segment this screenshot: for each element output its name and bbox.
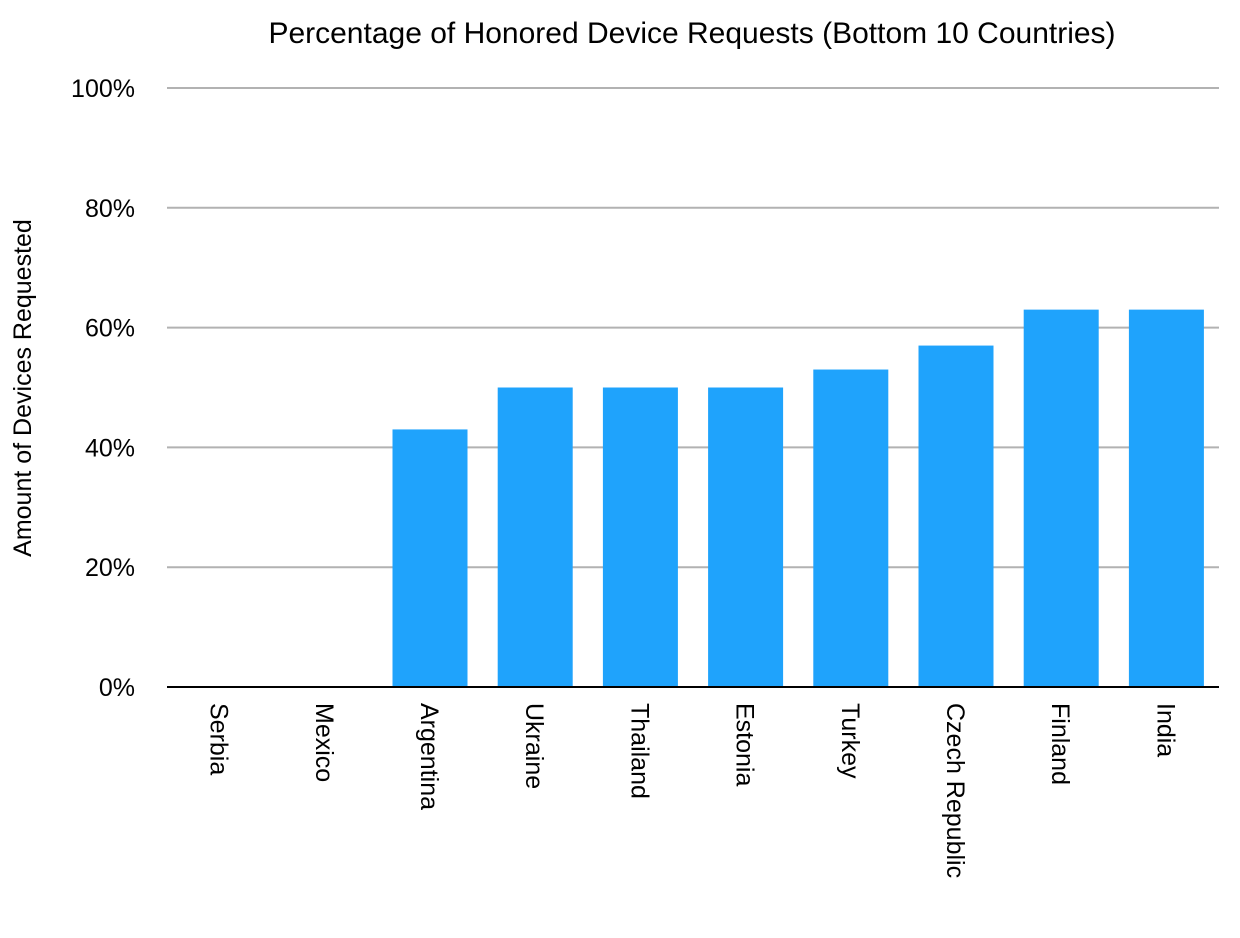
x-tick-label: India: [1151, 703, 1179, 757]
bar-estonia: [708, 387, 784, 687]
bar-argentina: [392, 429, 468, 687]
x-tick-label: Mexico: [310, 703, 338, 782]
x-axis-labels: Serbia Mexico Argentina Ukraine Thailand Esto…: [205, 703, 1180, 878]
y-tick-label: 20%: [85, 554, 135, 582]
bar-turkey: [813, 369, 889, 687]
y-axis-title: Amount of Devices Requested: [9, 219, 37, 557]
y-tick-label: 80%: [85, 195, 135, 223]
x-tick-label: Finland: [1046, 703, 1074, 785]
bars: [392, 309, 1204, 687]
x-tick-label: Thailand: [625, 703, 653, 799]
x-tick-label: Turkey: [836, 703, 864, 779]
y-tick-label: 40%: [85, 434, 135, 462]
y-axis-ticks: 0% 20% 40% 60% 80% 100%: [71, 75, 135, 702]
x-tick-label: Estonia: [731, 703, 759, 786]
y-tick-label: 100%: [71, 75, 135, 103]
x-tick-label: Serbia: [205, 703, 233, 775]
x-tick-label: Argentina: [415, 703, 443, 810]
bar-czech-republic: [918, 345, 994, 687]
chart-title: Percentage of Honored Device Requests (B…: [268, 17, 1115, 50]
y-tick-label: 60%: [85, 315, 135, 343]
bar-thailand: [602, 387, 678, 687]
y-tick-label: 0%: [99, 674, 135, 702]
bar-finland: [1023, 309, 1099, 687]
bar-ukraine: [497, 387, 573, 687]
x-tick-label: Czech Republic: [941, 703, 969, 878]
x-tick-label: Ukraine: [520, 703, 548, 789]
bar-india: [1128, 309, 1204, 687]
